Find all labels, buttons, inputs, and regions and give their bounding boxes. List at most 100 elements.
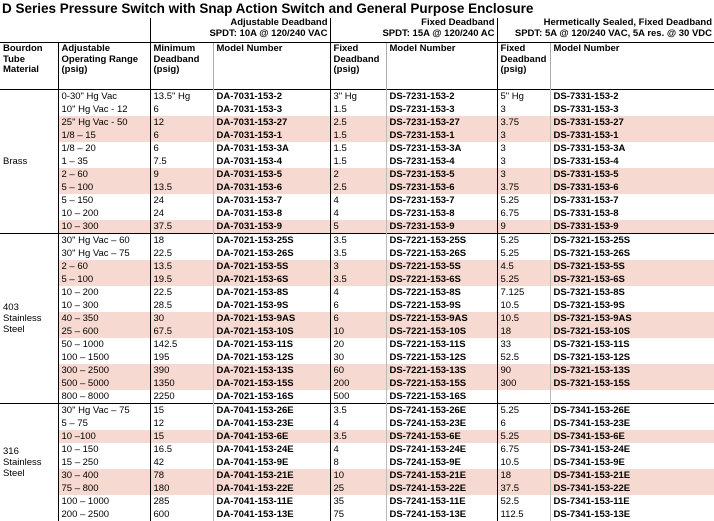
group-title: Fixed Deadband [334, 18, 495, 29]
cell: 142.5 [150, 338, 213, 351]
cell: 52.5 [497, 495, 550, 508]
cell: 3 [497, 103, 550, 116]
column-header: Model Number [213, 43, 330, 90]
model-number: DS-7321-153-12S [550, 351, 714, 364]
cell: 1.5 [330, 103, 386, 116]
cell: 2.5 [330, 116, 386, 129]
cell: 19.5 [150, 273, 213, 286]
cell: 10 – 200 [58, 286, 150, 299]
cell: 10" Hg Vac - 12 [58, 103, 150, 116]
cell: 30 – 400 [58, 469, 150, 482]
cell: 33 [497, 338, 550, 351]
cell: 2250 [150, 390, 213, 404]
cell: 200 – 2500 [58, 508, 150, 521]
cell: 4 [330, 443, 386, 456]
cell: 5.25 [497, 404, 550, 418]
model-number: DA-7021-153-12S [213, 351, 330, 364]
cell [497, 390, 550, 404]
model-number: DA-7031-153-3A [213, 142, 330, 155]
cell: 16.5 [150, 443, 213, 456]
model-number: DS-7221-153-25S [386, 234, 497, 248]
model-number: DS-7321-153-11S [550, 338, 714, 351]
cell: 10 – 150 [58, 443, 150, 456]
cell: 5 [330, 220, 386, 234]
model-number: DS-7231-153-7 [386, 194, 497, 207]
model-number: DA-7041-153-9E [213, 456, 330, 469]
cell: 5 – 150 [58, 194, 150, 207]
cell: 15 [150, 430, 213, 443]
model-number: DS-7241-153-21E [386, 469, 497, 482]
cell: 24 [150, 194, 213, 207]
model-number: DS-7331-153-3 [550, 103, 714, 116]
cell: 800 – 8000 [58, 390, 150, 404]
model-number: DS-7231-153-1 [386, 129, 497, 142]
cell: 10 –100 [58, 430, 150, 443]
model-number: DA-7021-153-26S [213, 247, 330, 260]
model-number: DS-7331-153-7 [550, 194, 714, 207]
cell: 600 [150, 508, 213, 521]
cell: 500 [330, 390, 386, 404]
cell: 15 [150, 404, 213, 418]
cell: 37.5 [497, 482, 550, 495]
cell: 9 [497, 220, 550, 234]
cell: 100 – 1500 [58, 351, 150, 364]
group-subtitle: SPDT: 10A @ 120/240 VAC [154, 29, 328, 40]
model-number: DS-7231-153-2 [386, 90, 497, 104]
model-number: DS-7321-153-9AS [550, 312, 714, 325]
cell: 1 – 35 [58, 155, 150, 168]
model-number: DS-7231-153-5 [386, 168, 497, 181]
model-number: DS-7221-153-6S [386, 273, 497, 286]
model-number: DS-7241-153-23E [386, 417, 497, 430]
model-number: DS-7321-153-5S [550, 260, 714, 273]
cell: 18 [497, 325, 550, 338]
cell: 13.5 [150, 181, 213, 194]
group-subtitle: SPDT: 15A @ 120/240 AC [334, 29, 495, 40]
model-number: DS-7321-153-26S [550, 247, 714, 260]
cell: 1/8 – 15 [58, 129, 150, 142]
cell: 5 – 100 [58, 273, 150, 286]
model-number: DS-7241-153-24E [386, 443, 497, 456]
cell: 10 – 200 [58, 207, 150, 220]
cell: 112.5 [497, 508, 550, 521]
cell: 6 [330, 312, 386, 325]
model-number: DS-7341-153-23E [550, 417, 714, 430]
cell: 30" Hg Vac – 60 [58, 234, 150, 248]
model-number: DA-7031-153-7 [213, 194, 330, 207]
cell: 78 [150, 469, 213, 482]
model-number: DS-7231-153-3A [386, 142, 497, 155]
cell: 6.75 [497, 207, 550, 220]
model-number: DS-7341-153-13E [550, 508, 714, 521]
cell: 9 [150, 168, 213, 181]
cell: 4 [330, 194, 386, 207]
model-number: DA-7021-153-10S [213, 325, 330, 338]
model-number: DA-7031-153-6 [213, 181, 330, 194]
cell: 3.5 [330, 247, 386, 260]
model-number: DA-7041-153-26E [213, 404, 330, 418]
model-number: DS-7321-153-15S [550, 377, 714, 390]
cell: 300 – 2500 [58, 364, 150, 377]
cell: 90 [497, 364, 550, 377]
model-number: DS-7321-153-8S [550, 286, 714, 299]
material-cell: 403 Stainless Steel [0, 234, 58, 404]
cell: 60 [330, 364, 386, 377]
model-number: DS-7331-153-5 [550, 168, 714, 181]
model-number: DA-7041-153-6E [213, 430, 330, 443]
